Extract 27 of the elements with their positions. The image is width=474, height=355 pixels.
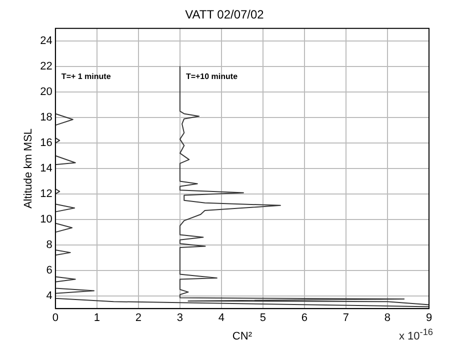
x-axis-title: CN² bbox=[232, 330, 252, 342]
x-tick-label: 1 bbox=[94, 312, 100, 324]
y-tick-label: 20 bbox=[40, 86, 52, 98]
x-tick-label: 8 bbox=[384, 312, 391, 324]
y-tick-label: 8 bbox=[46, 238, 52, 251]
y-tick-label: 6 bbox=[46, 264, 52, 276]
text: x 10$^{-16}$ bbox=[398, 326, 433, 342]
y-tick-label: 22 bbox=[40, 60, 52, 73]
chart-title: VATT 02/07/02 bbox=[185, 8, 264, 22]
series-label: T=+10 minute bbox=[186, 72, 238, 81]
y-tick-label: 12 bbox=[40, 188, 52, 200]
y-axis-title: Altitude km MSL bbox=[22, 128, 35, 209]
y-tick-label: 24 bbox=[40, 35, 52, 48]
x-tick-label: 6 bbox=[301, 312, 308, 324]
x-tick-label: 5 bbox=[260, 312, 266, 324]
y-tick-label: 14 bbox=[40, 162, 52, 175]
series-label: T=+ 1 minute bbox=[61, 72, 112, 81]
y-tick-label: 4 bbox=[46, 290, 52, 302]
y-tick-label: 18 bbox=[40, 112, 52, 124]
x-tick-label: 4 bbox=[218, 312, 225, 324]
x-tick-label: 3 bbox=[176, 312, 184, 324]
x-tick-label: 0 bbox=[52, 312, 58, 324]
y-tick-label: 10 bbox=[40, 213, 52, 226]
x-tick-label: 9 bbox=[426, 312, 432, 324]
y-tick-label: 16 bbox=[40, 137, 52, 150]
x-tick-label: 7 bbox=[342, 312, 350, 324]
x-tick-label: 2 bbox=[135, 312, 142, 324]
